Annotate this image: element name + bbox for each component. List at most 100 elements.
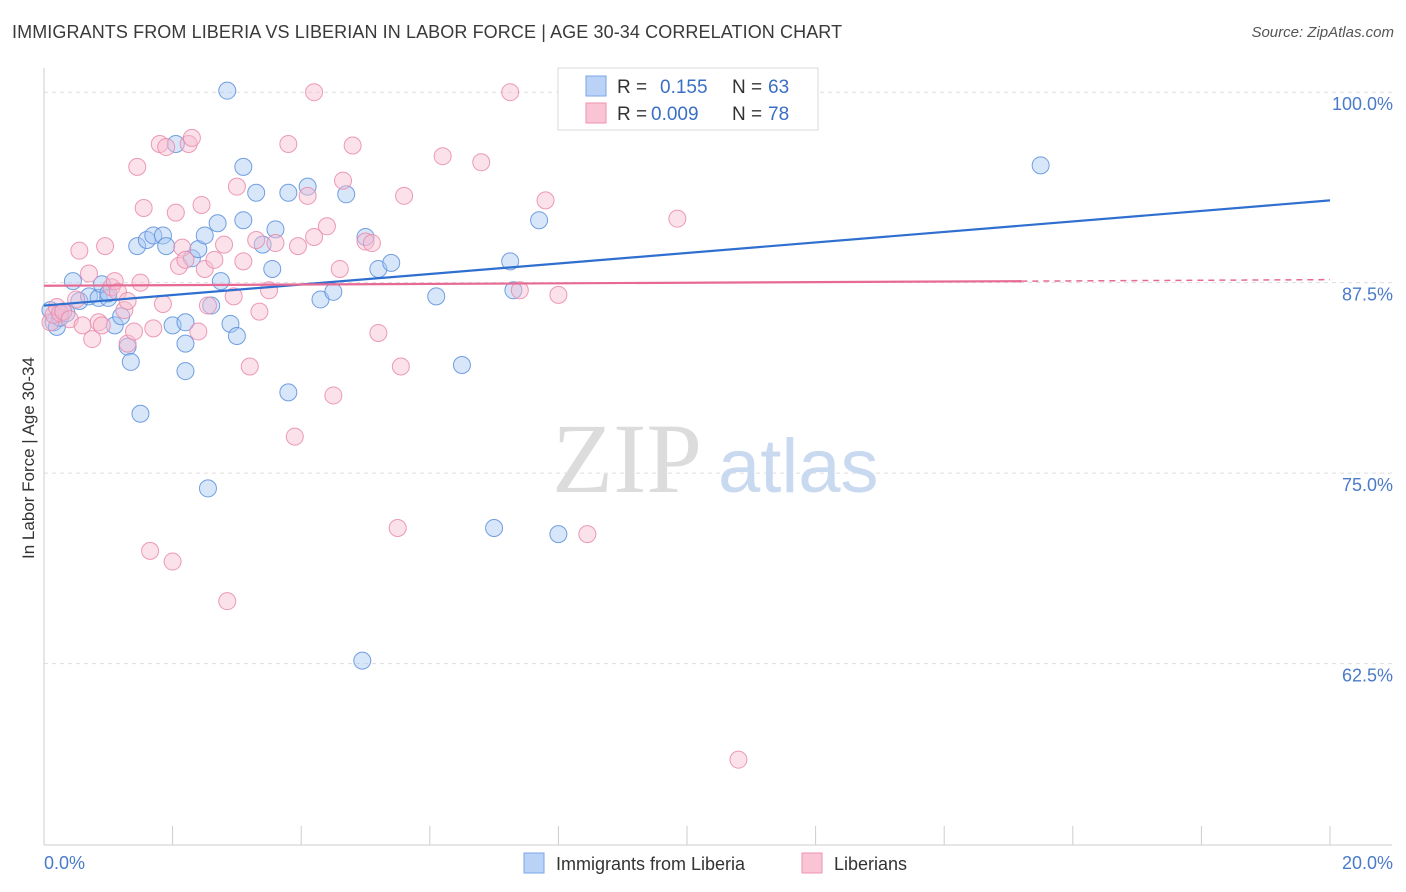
watermark-atlas: atlas	[718, 424, 879, 509]
data-point	[131, 404, 150, 423]
data-point	[1031, 156, 1050, 175]
data-point	[279, 183, 298, 202]
data-point	[80, 264, 99, 283]
data-point	[729, 750, 748, 769]
data-point	[382, 253, 401, 272]
data-point	[211, 272, 230, 291]
data-point	[144, 319, 163, 338]
y-tick-label: 87.5%	[1342, 285, 1393, 305]
x-tick-labels: 0.0% 20.0%	[44, 853, 1393, 873]
data-point	[134, 199, 153, 218]
legend-n-value-2: 78	[768, 104, 789, 125]
x-tick-label: 20.0%	[1342, 853, 1393, 873]
data-point	[166, 203, 185, 222]
data-point	[472, 153, 491, 172]
data-point	[485, 519, 504, 538]
data-point	[510, 281, 529, 300]
data-point	[452, 355, 471, 374]
y-tick-label: 75.0%	[1342, 475, 1393, 495]
data-point	[305, 83, 324, 102]
watermark-zip: ZIP	[552, 403, 702, 514]
data-point	[343, 136, 362, 155]
data-point	[266, 234, 285, 253]
data-point	[198, 296, 217, 315]
data-point	[128, 157, 147, 176]
data-point	[166, 135, 185, 154]
y-axis-label: In Labor Force | Age 30-34	[19, 357, 38, 559]
data-point	[427, 287, 446, 306]
data-point	[253, 235, 272, 254]
data-point	[305, 227, 324, 246]
data-point	[128, 237, 147, 256]
data-point	[176, 334, 195, 353]
bottom-legend-swatch-liberians	[801, 852, 823, 874]
data-point	[324, 386, 343, 405]
data-point	[266, 220, 285, 239]
data-point	[263, 259, 282, 278]
data-point	[192, 195, 211, 214]
data-point	[536, 191, 555, 210]
data-point	[353, 651, 372, 670]
data-point	[330, 259, 349, 278]
data-point	[163, 552, 182, 571]
chart-title: IMMIGRANTS FROM LIBERIA VS LIBERIAN IN L…	[12, 22, 843, 42]
y-tick-label: 62.5%	[1342, 666, 1393, 686]
legend-swatch-liberians	[585, 102, 607, 124]
bottom-legend-swatch-immigrants	[523, 852, 545, 874]
data-point	[67, 290, 86, 309]
legend-r-value-1: 0.155	[660, 77, 708, 98]
data-point	[240, 357, 259, 376]
data-point	[530, 211, 549, 230]
x-tick-label: 0.0%	[44, 853, 85, 873]
data-point	[157, 237, 176, 256]
data-point	[285, 427, 304, 446]
data-point	[176, 362, 195, 381]
stats-legend: R = 0.155 N = 63 R = 0.009 N = 78	[557, 67, 819, 131]
y-tick-labels: 100.0% 87.5% 75.0% 62.5%	[1332, 94, 1393, 685]
data-point	[433, 147, 452, 166]
data-point	[247, 183, 266, 202]
data-point	[279, 135, 298, 154]
data-point	[195, 259, 214, 278]
data-point	[198, 479, 217, 498]
data-point	[288, 237, 307, 256]
data-point	[549, 285, 568, 304]
data-point	[96, 237, 115, 256]
data-point	[224, 287, 243, 306]
data-point	[218, 81, 237, 100]
series-legend: Immigrants from Liberia Liberians	[523, 852, 907, 874]
data-point	[578, 525, 597, 544]
bottom-legend-label-liberians: Liberians	[834, 854, 907, 874]
series-immigrants-from-liberia-points	[41, 81, 1050, 670]
data-point	[227, 327, 246, 346]
y-tick-label: 100.0%	[1332, 94, 1393, 114]
data-point	[205, 250, 224, 269]
data-point	[89, 313, 108, 332]
data-point	[218, 592, 237, 611]
data-point	[549, 525, 568, 544]
chart-source: Source: ZipAtlas.com	[1251, 24, 1394, 41]
data-point	[125, 322, 144, 341]
data-point	[298, 186, 317, 205]
data-point	[141, 541, 160, 560]
legend-r-label-1: R =	[617, 77, 647, 98]
data-point	[92, 316, 111, 335]
data-point	[208, 214, 227, 233]
data-point	[298, 177, 317, 196]
data-point	[70, 241, 89, 260]
legend-n-label-2: N =	[732, 104, 762, 125]
data-point	[182, 128, 201, 147]
data-point	[99, 288, 118, 307]
trend-line-immigrants	[43, 199, 1331, 307]
x-axis-ticks	[43, 826, 1331, 845]
data-point	[356, 232, 375, 251]
trend-line-liberians	[43, 280, 1022, 287]
data-point	[63, 272, 82, 291]
data-point	[391, 357, 410, 376]
data-point	[83, 330, 102, 349]
data-point	[121, 352, 140, 371]
data-point	[153, 226, 172, 245]
series-liberians-points	[41, 83, 767, 769]
legend-r-label-2: R =	[617, 104, 647, 125]
